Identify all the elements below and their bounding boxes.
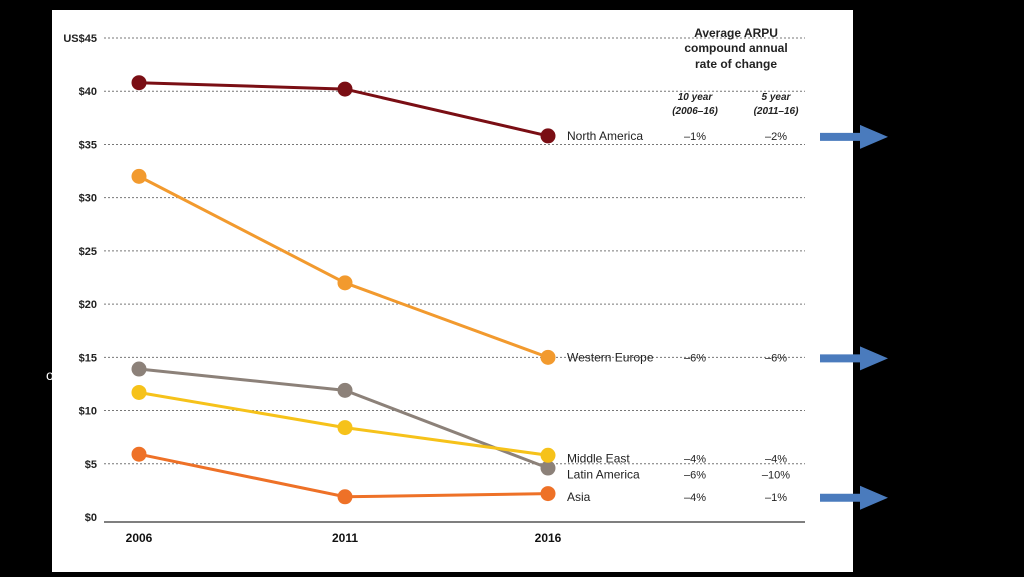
- data-point: [337, 382, 353, 398]
- series-label: Western Europe: [567, 350, 654, 364]
- x-tick-label: 2016: [535, 531, 562, 545]
- gridlines: [104, 37, 805, 465]
- data-point: [131, 384, 147, 400]
- y-tick-label: $25: [79, 246, 97, 258]
- data-point: [337, 420, 353, 436]
- data-point: [131, 168, 147, 184]
- series-lines: [131, 75, 556, 505]
- rate-5-year: –2%: [765, 131, 787, 143]
- data-point: [540, 349, 556, 365]
- rate-10-year: –1%: [684, 131, 706, 143]
- rate-10-year: –4%: [684, 492, 706, 504]
- chart-panel: [52, 10, 853, 572]
- rate-table-header: Average ARPU compound annual rate of cha…: [672, 26, 799, 117]
- table-header-line1: Average ARPU: [694, 26, 778, 40]
- y-tick-label: $30: [79, 193, 97, 205]
- y-tick-label: $40: [79, 86, 97, 98]
- col1-header-line1: 10 year: [678, 92, 714, 103]
- y-tick-label: $0: [85, 512, 97, 524]
- data-point: [540, 128, 556, 144]
- rate-5-year: –1%: [765, 492, 787, 504]
- y-tick-label: $15: [79, 352, 97, 364]
- col2-header-line1: 5 year: [762, 92, 792, 103]
- series-north-america: [131, 75, 556, 144]
- rate-10-year: –6%: [684, 469, 706, 481]
- series-labels: North America –1% –2% Western Europe –6% –6% L…: [567, 129, 790, 504]
- y-axis-ticks: $0 $5 $10 $15 $20 $25 $30 $35 $40 US$45: [63, 33, 97, 524]
- y-tick-label: $10: [79, 406, 97, 418]
- series-asia: [131, 446, 556, 505]
- arrow-icon: [820, 346, 888, 371]
- arrow-icon: [820, 485, 888, 510]
- data-point: [540, 447, 556, 463]
- x-tick-label: 2006: [126, 531, 153, 545]
- y-tick-label: $35: [79, 139, 97, 151]
- rate-5-year: –4%: [765, 453, 787, 465]
- series-label: Middle East: [567, 451, 630, 465]
- dot-artifact: o: [46, 367, 54, 383]
- pointer-arrows: [820, 124, 888, 510]
- rate-5-year: –6%: [765, 352, 787, 364]
- col2-header-line2: (2011–16): [754, 106, 800, 117]
- series-label: North America: [567, 129, 643, 143]
- y-tick-label: $5: [85, 459, 97, 471]
- rate-10-year: –6%: [684, 352, 706, 364]
- x-axis-ticks: 2006 2011 2016: [126, 531, 562, 545]
- x-tick-label: 2011: [332, 531, 358, 545]
- table-header-line2: compound annual: [684, 41, 787, 55]
- data-point: [337, 81, 353, 97]
- table-header-line3: rate of change: [695, 57, 777, 71]
- rate-10-year: –4%: [684, 453, 706, 465]
- series-middle-east: [131, 384, 556, 463]
- y-tick-label: US$45: [63, 33, 97, 45]
- data-point: [337, 489, 353, 505]
- data-point: [131, 75, 147, 91]
- data-point: [540, 486, 556, 502]
- series-western-europe: [131, 168, 556, 365]
- series-label: Latin America: [567, 467, 640, 481]
- series-label: Asia: [567, 490, 591, 504]
- data-point: [337, 275, 353, 291]
- rate-5-year: –10%: [762, 469, 790, 481]
- arrow-icon: [820, 124, 888, 149]
- col1-header-line2: (2006–16): [672, 106, 718, 117]
- data-point: [131, 446, 147, 462]
- y-tick-label: $20: [79, 299, 97, 311]
- data-point: [540, 460, 556, 476]
- data-point: [131, 361, 147, 377]
- series-latin-america: [131, 361, 556, 476]
